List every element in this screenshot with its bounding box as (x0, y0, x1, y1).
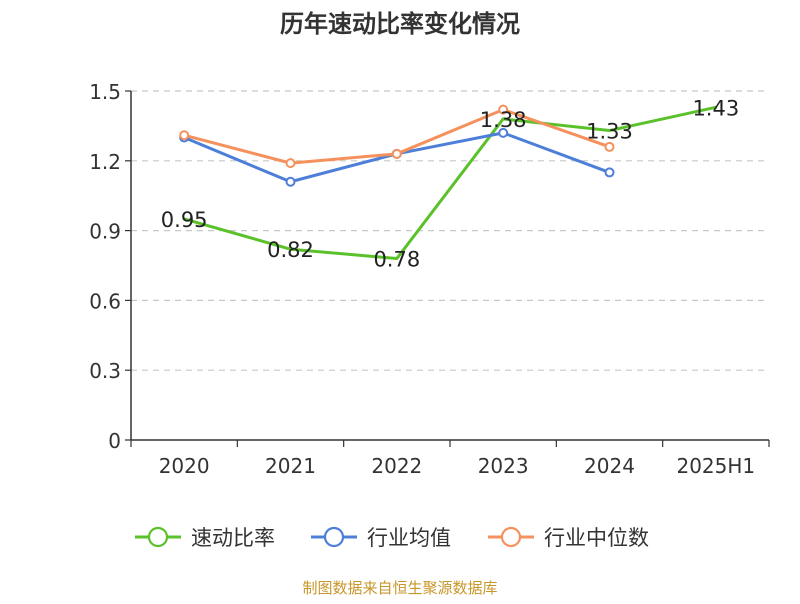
series-line (182, 105, 718, 261)
data-point[interactable] (498, 127, 509, 138)
data-labels: 0.95 0.82 0.78 1.38 1.33 1.43 (161, 96, 739, 271)
y-tick-label: 0.6 (89, 289, 121, 313)
x-tick-label: 2024 (584, 454, 635, 478)
x-tick-label: 2020 (159, 454, 210, 478)
series-2 (179, 104, 615, 169)
legend-marker (323, 526, 345, 548)
chart-title: 历年速动比率变化情况 (280, 10, 520, 38)
x-tick-label: 2022 (371, 454, 422, 478)
legend-item-2[interactable]: 行业中位数 (488, 526, 649, 550)
series-0 (182, 105, 718, 261)
data-point[interactable] (604, 141, 615, 152)
grid-lines (131, 90, 769, 371)
legend-marker (147, 526, 169, 548)
data-label: 1.33 (586, 120, 633, 144)
data-point[interactable] (391, 148, 402, 159)
legend-item-1[interactable]: 行业均值 (311, 526, 451, 550)
legend[interactable]: 速动比率 行业均值 行业中位数 (135, 526, 649, 550)
legend-label: 行业均值 (367, 526, 451, 550)
y-tick-label: 0.9 (89, 220, 121, 244)
data-label: 0.95 (161, 208, 208, 232)
y-tick-label: 0 (108, 429, 121, 453)
y-tick-label: 1.5 (89, 80, 121, 104)
data-label: 1.43 (692, 96, 739, 120)
legend-item-0[interactable]: 速动比率 (135, 526, 275, 550)
data-label: 0.82 (267, 238, 314, 262)
x-tick-label: 2025H1 (676, 454, 755, 478)
x-tick-label: 2021 (265, 454, 316, 478)
legend-label: 行业中位数 (544, 526, 649, 550)
legend-marker (500, 526, 522, 548)
data-point[interactable] (285, 158, 296, 169)
x-tick-label: 2023 (478, 454, 529, 478)
data-label: 0.78 (373, 248, 420, 272)
legend-label: 速动比率 (191, 526, 275, 550)
series-group (179, 104, 718, 261)
data-point[interactable] (285, 176, 296, 187)
data-point[interactable] (179, 130, 190, 141)
axes: 0 0.3 0.6 0.9 1.2 1.5 2020 2021 2022 2023 2024 2025… (89, 80, 770, 478)
source-note: 制图数据来自恒生聚源数据库 (302, 579, 497, 597)
y-tick-label: 0.3 (89, 359, 121, 383)
data-point[interactable] (604, 167, 615, 178)
data-label: 1.38 (480, 108, 527, 132)
y-tick-label: 1.2 (89, 150, 121, 174)
data-point[interactable] (498, 104, 509, 115)
